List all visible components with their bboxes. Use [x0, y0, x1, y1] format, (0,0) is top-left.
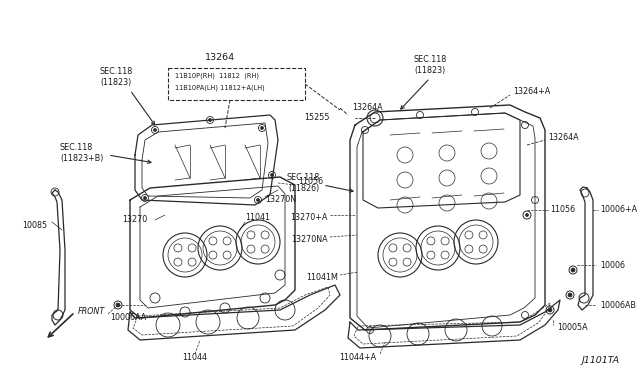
Text: 11056: 11056: [550, 205, 575, 215]
Text: SEC.118: SEC.118: [413, 55, 447, 64]
Text: 11056: 11056: [298, 177, 323, 186]
Text: J1101TA: J1101TA: [582, 356, 620, 365]
Circle shape: [257, 199, 259, 202]
Text: 11041: 11041: [245, 214, 270, 222]
Text: 10006AB: 10006AB: [600, 301, 636, 310]
Text: 15255: 15255: [305, 113, 330, 122]
Text: SEC.118: SEC.118: [60, 144, 93, 153]
Text: 13264+A: 13264+A: [513, 87, 550, 96]
Text: 13264A: 13264A: [352, 103, 383, 112]
Text: 13270: 13270: [122, 215, 147, 224]
Circle shape: [571, 268, 575, 272]
Text: 11B10P(RH)  11812  (RH): 11B10P(RH) 11812 (RH): [175, 73, 259, 79]
Text: 13270NA: 13270NA: [291, 235, 328, 244]
Text: 11B10PA(LH) 11812+A(LH): 11B10PA(LH) 11812+A(LH): [175, 85, 265, 91]
Text: SEC.118: SEC.118: [100, 67, 133, 77]
Text: (11823): (11823): [100, 77, 131, 87]
Text: 10006: 10006: [600, 260, 625, 269]
Text: (11823): (11823): [414, 65, 445, 74]
Text: 10085: 10085: [22, 221, 47, 230]
Circle shape: [209, 119, 211, 122]
Text: 10006+A: 10006+A: [600, 205, 637, 215]
Text: FRONT: FRONT: [78, 308, 105, 317]
Text: 10006AA: 10006AA: [110, 314, 147, 323]
Text: 13264A: 13264A: [548, 134, 579, 142]
Circle shape: [568, 293, 572, 297]
Bar: [168, 68, 305, 100]
Text: (11823+B): (11823+B): [60, 154, 104, 163]
Circle shape: [154, 128, 157, 131]
Text: (11826): (11826): [289, 183, 320, 192]
Circle shape: [525, 214, 529, 217]
Text: 13264: 13264: [205, 54, 235, 62]
Text: 11044+A: 11044+A: [339, 353, 376, 362]
Circle shape: [271, 173, 273, 176]
Text: 11044: 11044: [182, 353, 207, 362]
Text: 11041M: 11041M: [306, 273, 338, 282]
Text: 13270N: 13270N: [265, 196, 296, 205]
Text: 10005A: 10005A: [557, 324, 588, 333]
Circle shape: [143, 196, 147, 199]
Text: SEC.118: SEC.118: [287, 173, 320, 183]
Circle shape: [548, 308, 552, 312]
Text: 13270+A: 13270+A: [291, 214, 328, 222]
Circle shape: [116, 303, 120, 307]
Circle shape: [260, 126, 264, 129]
